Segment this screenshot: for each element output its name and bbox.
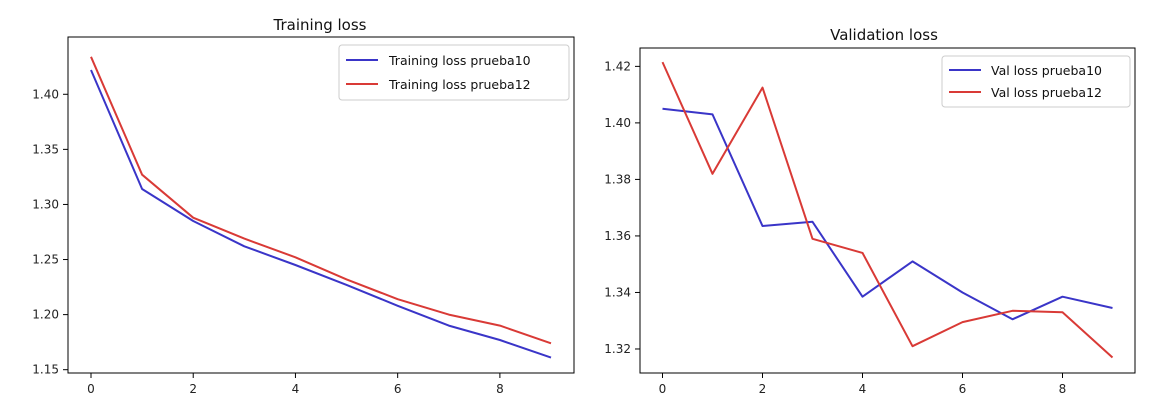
series-line-prueba12 xyxy=(90,56,552,345)
series-lines xyxy=(90,56,552,359)
x-tick-label: 4 xyxy=(292,382,300,396)
x-tick-label: 8 xyxy=(1059,382,1067,396)
legend-box xyxy=(338,44,570,101)
y-tick-label: 1.42 xyxy=(604,59,631,73)
y-tick-label: 1.35 xyxy=(32,142,59,156)
y-tick-label: 1.32 xyxy=(604,342,631,356)
y-tick-label: 1.36 xyxy=(604,229,631,243)
x-tick-label: 0 xyxy=(659,382,667,396)
legend: Val loss prueba10 Val loss prueba12 xyxy=(941,55,1131,108)
y-tick-label: 1.40 xyxy=(604,116,631,130)
x-axis: 0 2 4 6 8 xyxy=(87,373,504,396)
legend-label-prueba10: Training loss prueba10 xyxy=(388,53,531,68)
x-tick-label: 4 xyxy=(859,382,867,396)
legend: Training loss prueba10 Training loss pru… xyxy=(338,44,570,101)
series-line-prueba10 xyxy=(662,107,1113,321)
y-tick-label: 1.34 xyxy=(604,285,631,299)
training-loss-chart: Training loss 1.15 1.20 1.25 1.30 1.35 1.40 0… xyxy=(32,16,575,396)
chart-title: Validation loss xyxy=(830,26,938,44)
x-tick-label: 2 xyxy=(759,382,767,396)
x-tick-label: 6 xyxy=(959,382,967,396)
series-line-prueba12 xyxy=(661,61,1114,359)
series-line-prueba10 xyxy=(90,69,552,359)
x-axis: 0 2 4 6 8 xyxy=(659,373,1067,396)
y-axis: 1.15 1.20 1.25 1.30 1.35 1.40 xyxy=(32,87,68,377)
x-tick-label: 0 xyxy=(87,382,95,396)
series-lines xyxy=(661,61,1114,359)
y-tick-label: 1.30 xyxy=(32,197,59,211)
validation-loss-chart: Validation loss 1.32 1.34 1.36 1.38 1.40 1.42… xyxy=(604,26,1136,396)
chart-title: Training loss xyxy=(273,16,367,34)
legend-label-prueba10: Val loss prueba10 xyxy=(991,63,1102,78)
y-tick-label: 1.15 xyxy=(32,363,59,377)
y-axis: 1.32 1.34 1.36 1.38 1.40 1.42 xyxy=(604,59,640,356)
x-tick-label: 2 xyxy=(189,382,197,396)
y-tick-label: 1.38 xyxy=(604,172,631,186)
legend-box xyxy=(941,55,1131,108)
y-tick-label: 1.25 xyxy=(32,253,59,267)
legend-label-prueba12: Training loss prueba12 xyxy=(388,77,531,92)
x-tick-label: 6 xyxy=(394,382,402,396)
y-tick-label: 1.40 xyxy=(32,87,59,101)
y-tick-label: 1.20 xyxy=(32,308,59,322)
legend-label-prueba12: Val loss prueba12 xyxy=(991,85,1102,100)
x-tick-label: 8 xyxy=(496,382,504,396)
